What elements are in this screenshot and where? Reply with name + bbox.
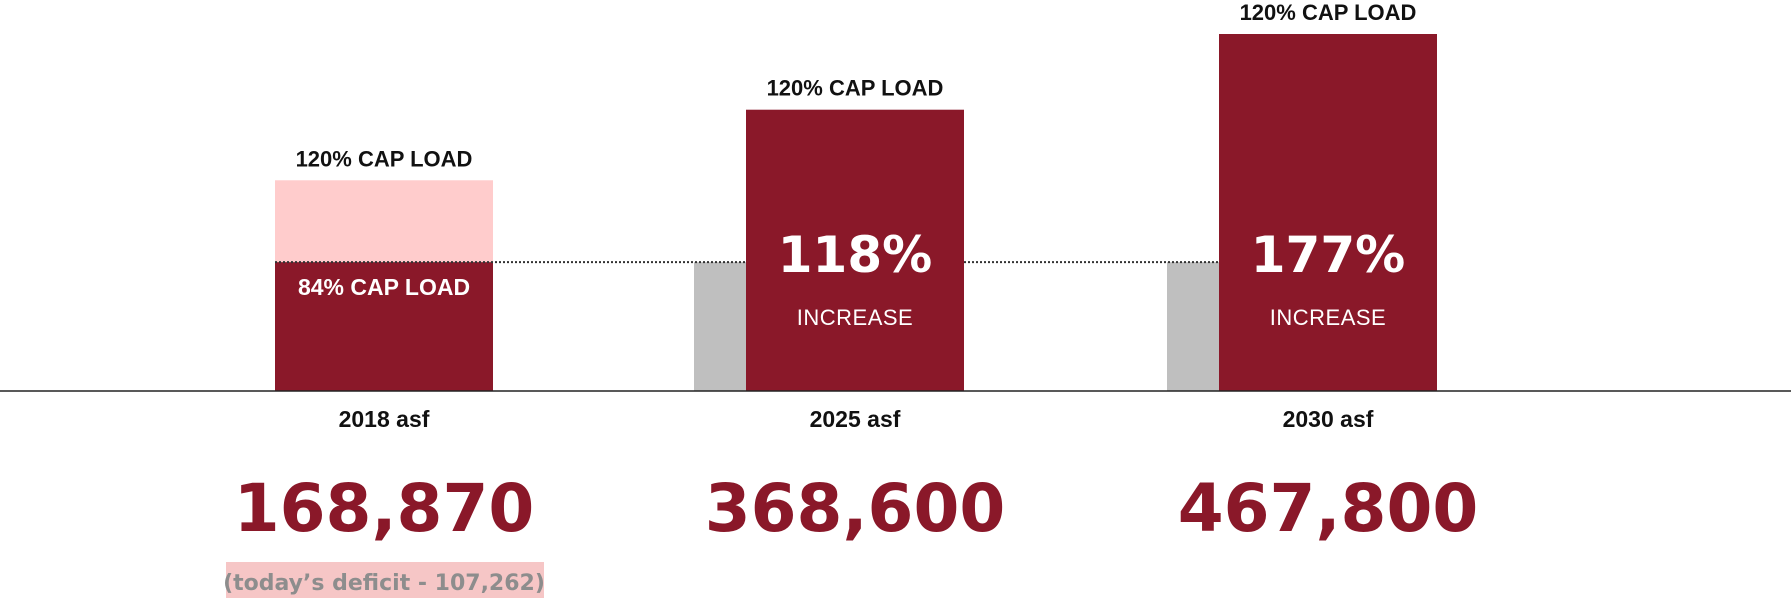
deficit-note-background: [226, 562, 544, 598]
baseline-stub-2030: [1167, 262, 1219, 391]
increase-label-2025: INCREASE: [797, 305, 913, 330]
value-label-2018: 168,870: [234, 470, 535, 547]
baseline-stub-2025: [694, 262, 746, 391]
overflow-segment-2018: [275, 180, 493, 263]
increase-pct-2030: 177%: [1251, 226, 1405, 284]
category-label-2025: 2025 asf: [810, 406, 901, 432]
reference-cap-load-label: 84% CAP LOAD: [298, 274, 470, 300]
increase-label-2030: INCREASE: [1270, 305, 1386, 330]
value-label-2030: 467,800: [1178, 470, 1479, 547]
top-label-2025: 120% CAP LOAD: [767, 76, 944, 101]
category-label-2030: 2030 asf: [1283, 406, 1374, 432]
bar-2025: [746, 109, 964, 391]
bar-2030: [1219, 34, 1437, 391]
bars-layer: [275, 34, 1437, 391]
category-label-2018: 2018 asf: [339, 406, 430, 432]
value-label-2025: 368,600: [705, 470, 1006, 547]
increase-pct-2025: 118%: [778, 226, 932, 284]
top-label-2030: 120% CAP LOAD: [1240, 0, 1417, 25]
labels-layer: 120% CAP LOAD 120% CAP LOAD 120% CAP LOA…: [223, 0, 1478, 598]
deficit-note: (today’s deficit - 107,262): [223, 571, 545, 596]
bar-2018: [275, 262, 493, 391]
top-label-2018: 120% CAP LOAD: [296, 146, 473, 171]
